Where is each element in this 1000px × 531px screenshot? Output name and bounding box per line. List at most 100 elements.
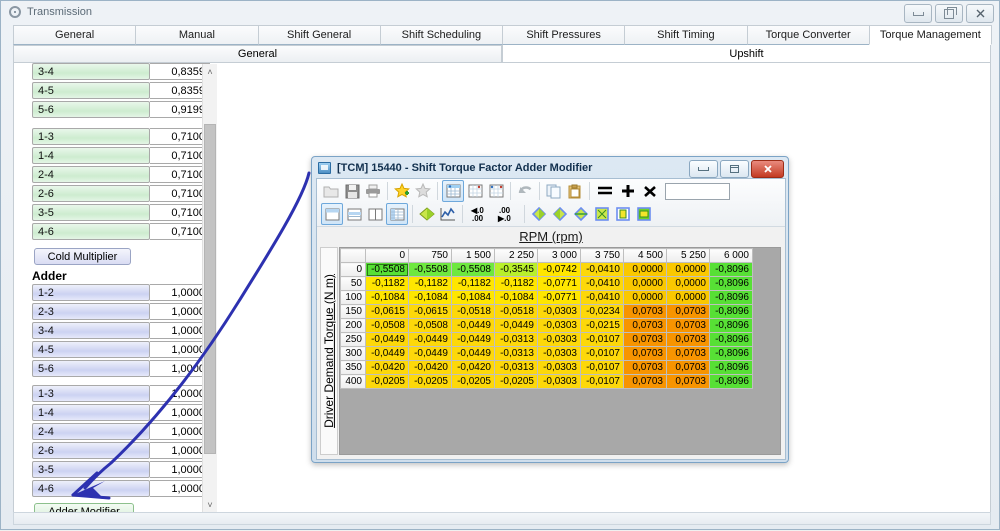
table-cell[interactable]: -0,8096 (709, 290, 753, 305)
undo-icon[interactable] (515, 181, 535, 201)
list-item[interactable]: 1-3 0,7100 (32, 128, 210, 145)
table-cell[interactable]: -0,0518 (494, 304, 538, 319)
list-item[interactable]: 5-6 1,0000 (32, 360, 210, 377)
table-cell[interactable]: 0,0000 (666, 276, 710, 291)
table-cell[interactable]: -0,0449 (408, 346, 452, 361)
param-value[interactable]: 1,0000 (150, 385, 210, 402)
col-header[interactable]: 3 750 (580, 248, 624, 263)
table-cell[interactable]: -0,0313 (494, 360, 538, 375)
cold-multiplier-button[interactable]: Cold Multiplier (34, 248, 131, 265)
table-cell[interactable]: -0,1084 (451, 290, 495, 305)
list-item[interactable]: 1-4 1,0000 (32, 404, 210, 421)
decimal-decrease-icon[interactable]: ◀.0.00 (467, 204, 493, 224)
dialog-close-button[interactable] (751, 160, 784, 178)
table-cell[interactable]: -0,0107 (580, 332, 624, 347)
tab-shift-pressures[interactable]: Shift Pressures (502, 25, 626, 45)
table-cell[interactable]: -0,1084 (408, 290, 452, 305)
table-cell[interactable]: -0,0107 (580, 360, 624, 375)
list-item[interactable]: 2-6 1,0000 (32, 442, 210, 459)
list-item[interactable]: 4-5 1,0000 (32, 341, 210, 358)
table-cell[interactable]: -0,5508 (365, 262, 409, 277)
table-cell[interactable]: -0,3545 (494, 262, 538, 277)
table-cell[interactable]: 0,0000 (623, 290, 667, 305)
table-cell[interactable]: -0,8096 (709, 262, 753, 277)
table-cell[interactable]: -0,0107 (580, 374, 624, 389)
table-cell[interactable]: 0,0703 (623, 360, 667, 375)
param-value[interactable]: 1,0000 (150, 423, 210, 440)
table-cell[interactable]: -0,0449 (451, 346, 495, 361)
row-header[interactable]: 250 (340, 332, 366, 347)
list-item[interactable]: 2-4 0,7100 (32, 166, 210, 183)
tab-shift-scheduling[interactable]: Shift Scheduling (379, 25, 503, 45)
list-item[interactable]: 3-5 0,7100 (32, 204, 210, 221)
row-header[interactable]: 0 (340, 262, 366, 277)
list-item[interactable]: 1-4 0,7100 (32, 147, 210, 164)
table-cell[interactable]: -0,0449 (408, 332, 452, 347)
row-header[interactable]: 50 (340, 276, 366, 291)
param-value[interactable]: 1,0000 (150, 404, 210, 421)
data-grid[interactable]: 0 750 1 500 2 250 3 000 3 750 4 500 5 25… (339, 247, 781, 455)
col-header[interactable]: 6 000 (709, 248, 753, 263)
parameter-list-scrollbar[interactable]: ˄ ˅ (202, 64, 217, 512)
table-cell[interactable]: -0,0420 (451, 360, 495, 375)
table-cell[interactable]: -0,0410 (580, 276, 624, 291)
table-cell[interactable]: -0,0449 (494, 318, 538, 333)
table-cell[interactable]: -0,0420 (365, 360, 409, 375)
fill-band-icon[interactable] (634, 204, 654, 224)
col-header[interactable]: 0 (365, 248, 409, 263)
table-cell[interactable]: -0,0205 (408, 374, 452, 389)
tab-shift-general[interactable]: Shift General (257, 25, 381, 45)
param-value[interactable]: 0,7100 (150, 147, 210, 164)
table-cell[interactable]: -0,8096 (709, 276, 753, 291)
table-cell[interactable]: -0,0615 (365, 304, 409, 319)
table-cell[interactable]: -0,1182 (408, 276, 452, 291)
open-icon[interactable] (321, 181, 341, 201)
table-cell[interactable]: 0,0703 (623, 374, 667, 389)
tab-bar[interactable]: General Manual Shift General Shift Sched… (13, 25, 992, 45)
interpolate-icon[interactable] (529, 204, 549, 224)
view-split-horizontal-icon[interactable] (344, 204, 364, 224)
list-item[interactable]: 4-5 0,8359 (32, 82, 210, 99)
table-cell[interactable]: -0,1084 (365, 290, 409, 305)
subtab-bar[interactable]: General Upshift (13, 45, 991, 63)
subtab-general[interactable]: General (13, 45, 502, 63)
table-cell[interactable]: 0,0703 (666, 318, 710, 333)
param-value[interactable]: 1,0000 (150, 480, 210, 497)
table-cell[interactable]: -0,5508 (408, 262, 452, 277)
table-cell[interactable]: -0,0205 (365, 374, 409, 389)
table-cell[interactable]: 0,0703 (666, 374, 710, 389)
param-value[interactable]: 0,7100 (150, 166, 210, 183)
table-cell[interactable]: -0,8096 (709, 318, 753, 333)
table-cell[interactable]: -0,0508 (365, 318, 409, 333)
list-item[interactable]: 3-4 1,0000 (32, 322, 210, 339)
table-cell[interactable]: -0,1182 (494, 276, 538, 291)
col-header[interactable]: 4 500 (623, 248, 667, 263)
view-table-icon[interactable] (386, 203, 408, 225)
table-cell[interactable]: -0,8096 (709, 304, 753, 319)
list-item[interactable]: 1-2 1,0000 (32, 284, 210, 301)
paste-icon[interactable] (565, 181, 585, 201)
close-button[interactable] (966, 4, 994, 23)
list-item[interactable]: 3-5 1,0000 (32, 461, 210, 478)
tab-shift-timing[interactable]: Shift Timing (624, 25, 748, 45)
table-cell[interactable]: -0,1182 (451, 276, 495, 291)
table-cell[interactable]: 0,0000 (623, 276, 667, 291)
fill-half-icon[interactable] (613, 204, 633, 224)
param-value[interactable]: 1,0000 (150, 341, 210, 358)
table-cell[interactable]: 0,0703 (666, 360, 710, 375)
tab-manual[interactable]: Manual (135, 25, 259, 45)
table-cell[interactable]: -0,0215 (580, 318, 624, 333)
table-cell[interactable]: -0,8096 (709, 346, 753, 361)
table-cell[interactable]: -0,0303 (537, 346, 581, 361)
view-single-icon[interactable] (321, 203, 343, 225)
table-cell[interactable]: -0,0313 (494, 346, 538, 361)
table-cell[interactable]: 0,0000 (666, 262, 710, 277)
favorite-remove-icon[interactable] (413, 181, 433, 201)
table-cell[interactable]: 0,0703 (623, 346, 667, 361)
table-select-cols-icon[interactable] (486, 181, 506, 201)
param-value[interactable]: 0,7100 (150, 223, 210, 240)
list-item[interactable]: 2-6 0,7100 (32, 185, 210, 202)
table-cell[interactable]: -0,0303 (537, 318, 581, 333)
table-cell[interactable]: -0,0449 (451, 318, 495, 333)
toolbar-value-input[interactable] (665, 182, 730, 200)
